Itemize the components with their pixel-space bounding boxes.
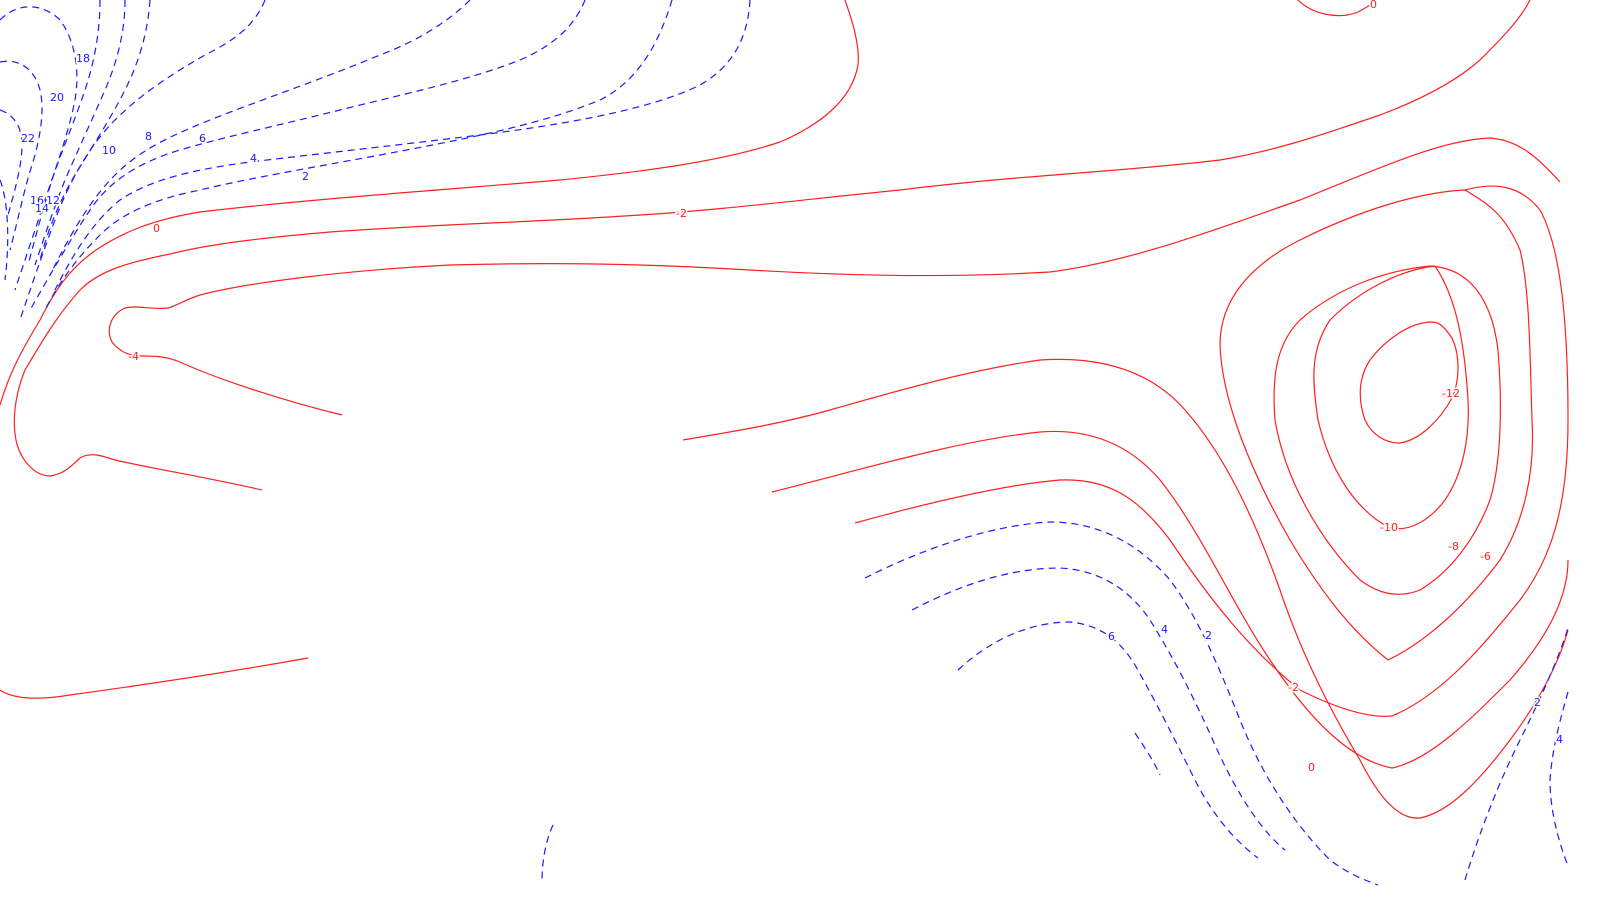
label-pos-2-right: 2 xyxy=(1534,696,1541,709)
label-pos-12: 12 xyxy=(46,194,60,207)
contour-line-pos-4-right xyxy=(1549,691,1569,867)
contour-line-neg-0-topright xyxy=(1297,0,1377,17)
contour-line-neg-2-lower-right xyxy=(771,430,1569,769)
positive-labels: 18 20 22 10 8 6 4 2 16 12 14 6 4 2 2 4 xyxy=(20,51,1565,748)
contour-line-pos-10 xyxy=(19,0,266,321)
label-neg-0-left: 0 xyxy=(153,222,160,235)
label-neg-2-top: -2 xyxy=(676,207,687,220)
label-neg-6: -6 xyxy=(1480,550,1491,563)
label-neg-8: -8 xyxy=(1448,540,1459,553)
label-neg-0-bottom: 0 xyxy=(1308,761,1315,774)
negative-labels: 0 0 -2 -4 -12 -10 -8 -6 -2 0 xyxy=(127,0,1493,776)
contour-line-neg-6-cell xyxy=(1219,189,1534,661)
contour-line-pos-22b xyxy=(0,179,9,281)
contour-line-neg-2-lower xyxy=(0,657,309,699)
label-pos-6-top: 6 xyxy=(199,132,206,145)
label-pos-4-top: 4 xyxy=(250,152,257,165)
contour-line-neg-8-cell xyxy=(1273,265,1501,595)
label-neg-4-left: -4 xyxy=(128,350,139,363)
contour-line-pos-6-bottom xyxy=(957,621,1259,859)
label-neg-2-bottom: -2 xyxy=(1288,681,1299,694)
label-pos-8: 8 xyxy=(145,130,152,143)
contour-line-pos-4-bottom xyxy=(911,567,1286,851)
contour-line-pos-8 xyxy=(49,0,471,276)
contour-line-pos-small-bottom xyxy=(1134,732,1161,776)
contour-line-neg-4-upper xyxy=(108,137,1561,416)
contour-line-pos-4-top xyxy=(54,0,751,291)
contour-line-neg-2-upper xyxy=(13,0,1531,491)
negative-contours xyxy=(0,0,1569,819)
label-pos-6-bottom: 6 xyxy=(1108,630,1115,643)
contour-line-pos-6-top xyxy=(29,0,586,311)
positive-contours xyxy=(0,0,1569,886)
label-neg-10: -10 xyxy=(1380,521,1398,534)
contour-line-pos-2-top xyxy=(44,0,673,311)
contour-line-pos-22 xyxy=(0,109,23,216)
label-pos-14: 14 xyxy=(35,202,49,215)
label-pos-2-bottom: 2 xyxy=(1205,629,1212,642)
label-pos-2-top: 2 xyxy=(302,170,309,183)
label-pos-18: 18 xyxy=(76,52,90,65)
contour-line-pos-fragment xyxy=(541,824,554,883)
label-pos-10: 10 xyxy=(102,144,116,157)
contour-line-pos-12 xyxy=(39,0,151,261)
contour-line-neg-0-lower xyxy=(682,358,1569,819)
contour-line-pos-2-bottom xyxy=(864,521,1379,886)
label-neg-0-topright: 0 xyxy=(1370,0,1377,11)
contour-line-neg-10-cell xyxy=(1313,265,1469,530)
contour-line-pos-14 xyxy=(34,0,126,266)
label-pos-4-right: 4 xyxy=(1556,733,1563,746)
contour-line-neg-0-upper xyxy=(0,0,859,406)
contour-line-pos-16 xyxy=(27,0,101,266)
label-neg-12: -12 xyxy=(1442,387,1460,400)
label-pos-16: 16 xyxy=(30,194,44,207)
contour-line-neg-6-lower-right xyxy=(854,185,1569,717)
label-pos-22: 22 xyxy=(21,132,35,145)
contour-line-pos-2-right xyxy=(1464,627,1569,881)
contour-line-pos-18 xyxy=(0,6,78,291)
contour-line-neg-12-cell xyxy=(1359,321,1459,444)
contour-line-pos-20 xyxy=(0,60,43,251)
label-pos-4-bottom: 4 xyxy=(1161,623,1168,636)
label-pos-20: 20 xyxy=(50,91,64,104)
